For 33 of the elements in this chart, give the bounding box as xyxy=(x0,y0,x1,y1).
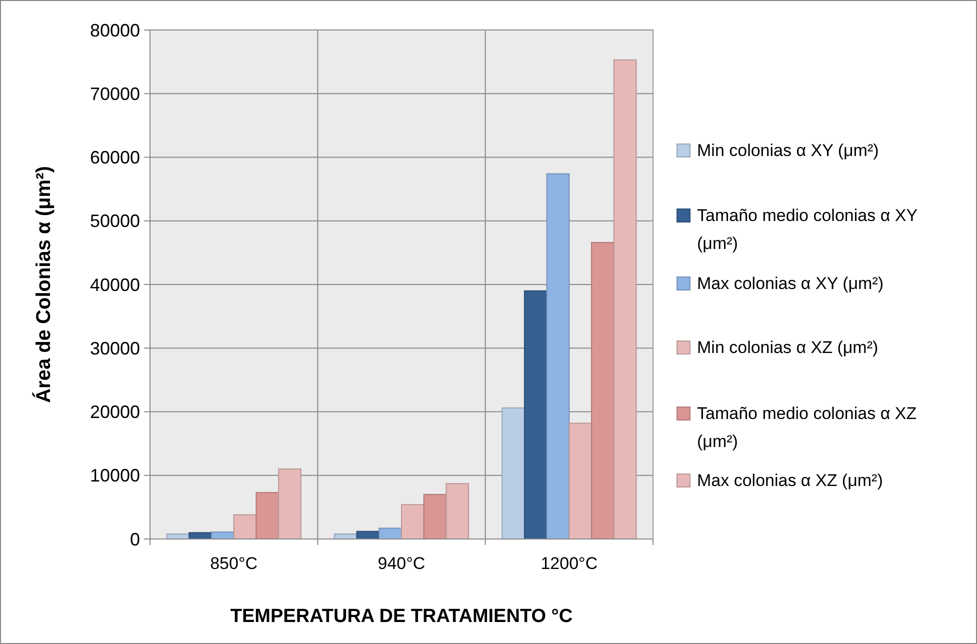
bar xyxy=(502,407,525,540)
x-tick-label: 1200°C xyxy=(540,554,598,573)
y-tick-label: 50000 xyxy=(90,211,140,232)
bar xyxy=(278,468,302,540)
bar xyxy=(524,290,548,540)
bar xyxy=(613,59,637,540)
y-axis-title: Área de Colonias α (μm²) xyxy=(32,166,55,403)
bar xyxy=(568,422,592,540)
y-tick-label: 40000 xyxy=(90,274,140,295)
bar xyxy=(256,492,280,540)
x-tick-label: 850°C xyxy=(210,554,258,573)
legend-label: Tamaño medio colonias α XY (μm²) xyxy=(697,206,918,253)
bar xyxy=(546,173,570,540)
x-tick-label: 940°C xyxy=(378,554,426,573)
legend-label: Min colonias α XZ (μm²) xyxy=(697,338,878,357)
x-axis-title: TEMPERATURA DE TRATAMIENTO °C xyxy=(230,606,573,627)
y-tick-label: 0 xyxy=(130,529,140,550)
bar xyxy=(446,483,470,540)
bar xyxy=(233,514,257,540)
y-tick-label: 30000 xyxy=(90,338,140,358)
y-tick-label: 10000 xyxy=(90,466,140,486)
y-tick-label: 20000 xyxy=(90,402,140,422)
legend-label: Max colonias α XY (μm²) xyxy=(697,274,884,293)
legend-label: Tamaño medio colonias α XZ (μm²) xyxy=(697,404,917,451)
bar xyxy=(401,504,424,540)
y-tick-label: 60000 xyxy=(90,148,140,168)
bar xyxy=(423,494,447,540)
y-tick-label: 80000 xyxy=(90,20,140,40)
legend-label: Max colonias α XZ (μm²) xyxy=(697,470,883,490)
bar xyxy=(591,242,614,540)
legend-label: Min colonias α XY (μm²) xyxy=(697,140,879,160)
bar xyxy=(378,528,402,540)
y-tick-label: 70000 xyxy=(90,84,140,104)
